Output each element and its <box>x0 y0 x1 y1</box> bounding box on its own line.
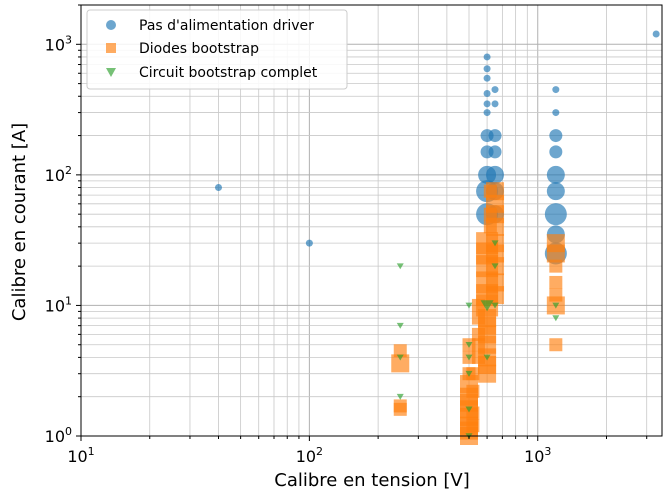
series-2-point <box>396 322 404 329</box>
legend-label-circuit: Circuit bootstrap complet <box>139 65 318 81</box>
series-0-point <box>491 86 499 94</box>
series-2-point <box>491 240 499 247</box>
series-2-point <box>483 354 491 361</box>
legend: Pas d'alimentation driver Diodes bootstr… <box>86 9 348 90</box>
series-1-point <box>546 244 565 263</box>
series-1-point <box>549 259 563 273</box>
plot-frame <box>80 4 663 437</box>
series-0-point <box>483 65 491 73</box>
series-2-point <box>465 341 473 348</box>
series-0-point <box>486 165 505 184</box>
series-2-point <box>491 263 499 270</box>
series-0-point <box>552 86 560 94</box>
legend-marker-driver-icon <box>106 20 116 30</box>
series-2-point <box>396 263 404 270</box>
series-2-point <box>396 393 404 400</box>
series-0-point <box>491 100 499 108</box>
series-0-point <box>546 165 565 184</box>
series-0-point <box>488 145 502 159</box>
x-tick-label: 101 <box>67 445 94 466</box>
series-2-point <box>552 315 560 322</box>
series-0-point <box>549 145 563 159</box>
y-tick-label: 102 <box>45 164 72 185</box>
series-2-point <box>465 354 473 361</box>
series-1-point <box>486 217 505 236</box>
x-tick-label: 103 <box>524 445 551 466</box>
legend-label-diodes: Diodes bootstrap <box>139 41 259 57</box>
x-axis-title: Calibre en tension [V] <box>274 470 469 489</box>
x-tick-label: 102 <box>296 445 323 466</box>
series-2-point <box>396 354 404 361</box>
series-0-point <box>305 239 313 247</box>
series-0-point <box>483 89 491 97</box>
series-0-point <box>483 53 491 61</box>
series-2-point <box>465 370 473 377</box>
legend-marker-diodes-icon <box>106 43 116 53</box>
legend-label-driver: Pas d'alimentation driver <box>139 18 314 34</box>
series-1-point <box>393 344 407 358</box>
series-1-point <box>466 384 480 398</box>
y-tick-label: 100 <box>45 425 72 446</box>
series-0-point <box>483 74 491 82</box>
series-2-point <box>480 300 494 312</box>
series-1-point <box>466 419 480 433</box>
y-tick-label: 101 <box>45 294 72 315</box>
series-0-point <box>552 109 560 117</box>
data-points <box>214 30 660 445</box>
series-0-point <box>544 203 567 226</box>
series-0-point <box>549 129 563 143</box>
series-1-point <box>478 364 497 383</box>
series-2-point <box>465 302 473 309</box>
series-0-point <box>546 182 565 201</box>
y-axis-title: Calibre en courant [A] <box>9 123 30 321</box>
y-tick-label: 103 <box>45 33 72 54</box>
series-1-point <box>391 354 410 373</box>
series-1-point <box>549 338 563 352</box>
series-0-point <box>488 129 502 143</box>
series-0-point <box>483 109 491 117</box>
series-2-point <box>552 302 560 309</box>
series-2-point <box>465 406 473 413</box>
legend-box <box>86 9 348 90</box>
series-1-point <box>549 275 563 289</box>
series-0-point <box>214 184 222 192</box>
series-1-point <box>486 286 505 305</box>
series-2-point <box>491 302 499 309</box>
series-1-point <box>466 367 480 381</box>
series-0-point <box>483 100 491 108</box>
legend-marker-circuit-icon <box>106 68 116 77</box>
series-0-point <box>652 30 660 38</box>
series-1-point <box>393 402 407 416</box>
